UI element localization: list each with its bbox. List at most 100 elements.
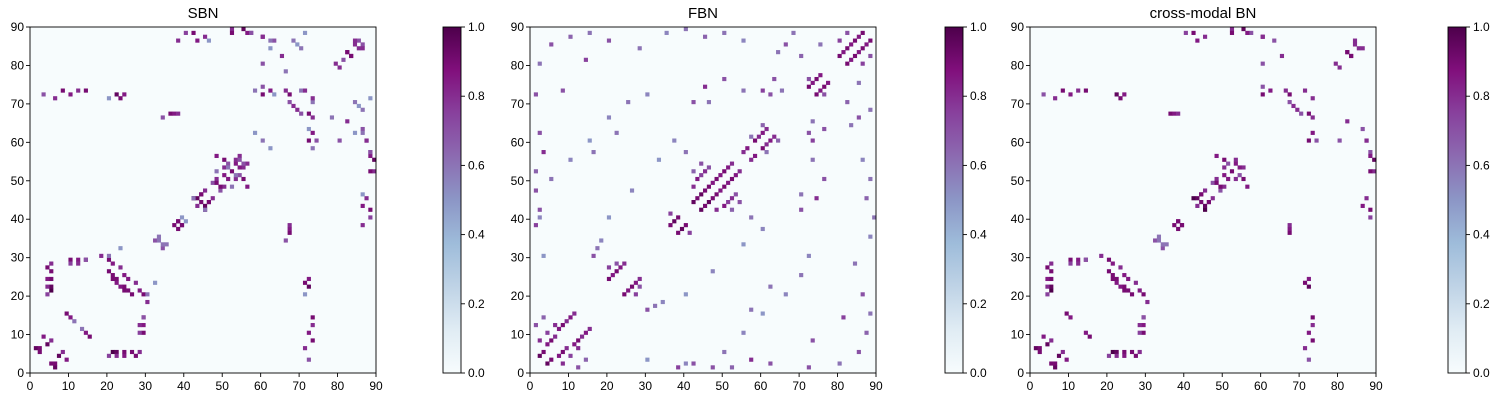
heatmap-cell bbox=[114, 276, 119, 282]
heatmap-cell bbox=[83, 88, 88, 93]
heatmap-cell bbox=[1260, 34, 1265, 39]
heatmap-cell bbox=[195, 203, 200, 208]
heatmap-cell bbox=[306, 138, 311, 143]
heatmap-cell bbox=[695, 196, 700, 201]
heatmap-cell bbox=[252, 130, 258, 135]
heatmap-cell bbox=[206, 38, 211, 43]
heatmap-cell bbox=[214, 176, 219, 182]
heatmap-cell bbox=[45, 284, 50, 289]
heatmap-cell bbox=[549, 357, 554, 362]
heatmap-cell bbox=[699, 173, 704, 178]
heatmap-cell bbox=[106, 353, 112, 358]
heatmap-cell bbox=[868, 107, 873, 112]
heatmap-cell bbox=[549, 338, 554, 343]
colorbar: 0.0 0.2 0.4 0.6 0.8 1.0 bbox=[442, 20, 485, 380]
heatmap-cell bbox=[114, 349, 119, 355]
heatmap-cell bbox=[691, 169, 696, 174]
heatmap-cell bbox=[1352, 38, 1358, 43]
heatmap-cell bbox=[1310, 315, 1315, 320]
heatmap-cell bbox=[718, 173, 723, 178]
heatmap-cell bbox=[1299, 111, 1304, 116]
heatmap-cell bbox=[337, 65, 342, 70]
heatmap-cell bbox=[106, 96, 112, 101]
heatmap-cell bbox=[1283, 88, 1288, 93]
y-tick-label: 80 bbox=[511, 58, 525, 72]
heatmap-cell bbox=[229, 169, 235, 174]
heatmap-cell bbox=[368, 207, 373, 212]
heatmap-cell bbox=[1291, 103, 1296, 109]
y-tick-label: 50 bbox=[511, 174, 525, 188]
heatmap-cell bbox=[68, 315, 73, 320]
x-tick-label: 10 bbox=[62, 379, 76, 393]
x-tick-label: 50 bbox=[716, 379, 730, 393]
heatmap-cell bbox=[1068, 315, 1073, 320]
heatmap-cell bbox=[818, 73, 823, 78]
heatmap-cell bbox=[1145, 299, 1150, 305]
heatmap-cell bbox=[533, 323, 538, 328]
heatmap-cell bbox=[864, 330, 869, 335]
heatmap-cell bbox=[106, 257, 112, 262]
heatmap-cell bbox=[1164, 242, 1169, 247]
heatmap-cell bbox=[233, 157, 238, 162]
heatmap-cell bbox=[710, 269, 715, 274]
heatmap-cell bbox=[1076, 257, 1081, 262]
heatmap-cell bbox=[560, 323, 565, 328]
heatmap-cell bbox=[306, 276, 311, 282]
heatmap-cell bbox=[856, 50, 861, 55]
heatmap-cell bbox=[360, 192, 365, 197]
heatmap-cell bbox=[564, 346, 569, 351]
heatmap-cell bbox=[310, 146, 315, 151]
heatmap-cell bbox=[822, 84, 827, 89]
y-tick-label: 40 bbox=[11, 212, 25, 226]
heatmap-cell bbox=[341, 57, 346, 62]
heatmap-cell bbox=[653, 303, 658, 308]
heatmap-cell bbox=[1137, 330, 1142, 335]
heatmap-cell bbox=[810, 80, 815, 85]
heatmap-cell bbox=[849, 42, 854, 47]
heatmap-cell bbox=[806, 253, 811, 258]
heatmap-cell bbox=[618, 265, 623, 270]
y-tick-label: 60 bbox=[1011, 135, 1025, 149]
heatmap-cell bbox=[699, 161, 704, 166]
heatmap-cell bbox=[287, 230, 292, 235]
heatmap-cell bbox=[1203, 207, 1208, 212]
heatmap-cell bbox=[1218, 188, 1223, 193]
heatmap-cell bbox=[814, 76, 819, 82]
heatmap-cell bbox=[60, 88, 65, 93]
heatmap-cell bbox=[1268, 88, 1273, 93]
heatmap-cell bbox=[141, 323, 146, 328]
heatmap-cell bbox=[1064, 311, 1069, 316]
heatmap-cell bbox=[810, 157, 815, 162]
heatmap-cell bbox=[1049, 338, 1054, 343]
y-tick-label: 40 bbox=[1011, 212, 1025, 226]
heatmap-cell bbox=[1037, 349, 1042, 355]
colorbar-tick-label: 0.6 bbox=[1473, 158, 1490, 172]
heatmap-cell bbox=[741, 242, 746, 247]
heatmap-cell bbox=[1302, 346, 1308, 351]
heatmap-cell bbox=[241, 27, 246, 32]
heatmap-cell bbox=[837, 361, 842, 366]
x-tick-label: 60 bbox=[254, 379, 268, 393]
heatmap-cell bbox=[1133, 280, 1138, 285]
heatmap-cell bbox=[1245, 184, 1250, 189]
heatmap-cell bbox=[1137, 323, 1142, 328]
x-tick-label: 60 bbox=[754, 379, 768, 393]
heatmap-cell bbox=[195, 196, 200, 201]
x-tick-label: 70 bbox=[792, 379, 806, 393]
heatmap-cell bbox=[591, 150, 596, 155]
heatmap-cell bbox=[1287, 226, 1292, 232]
heatmap-cell bbox=[1195, 203, 1200, 208]
heatmap-cell bbox=[160, 115, 165, 120]
heatmap-cell bbox=[852, 261, 858, 266]
heatmap-cell bbox=[733, 173, 738, 178]
heatmap-cell bbox=[1122, 284, 1127, 289]
heatmap-cell bbox=[210, 196, 215, 201]
heatmap-cell bbox=[1310, 323, 1315, 328]
heatmap-cell bbox=[1260, 61, 1265, 66]
heatmap-cell bbox=[226, 165, 231, 170]
heatmap-cell bbox=[745, 146, 750, 151]
y-tick-label: 10 bbox=[11, 328, 25, 342]
heatmap-cell bbox=[1176, 219, 1181, 224]
heatmap-cell bbox=[764, 150, 769, 155]
